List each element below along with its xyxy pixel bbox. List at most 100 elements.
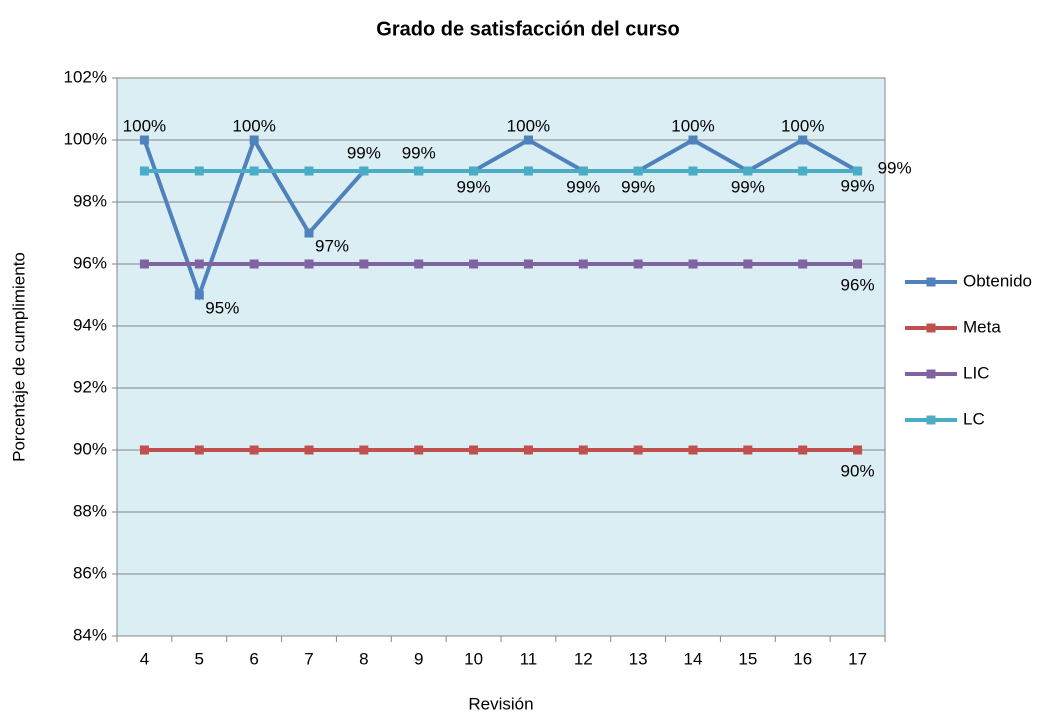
point [139, 166, 149, 176]
data-label: 96% [841, 275, 875, 294]
y-tick-label: 92% [73, 377, 107, 396]
point [194, 166, 204, 176]
chart-title: Grado de satisfacción del curso [376, 18, 679, 40]
x-axis-title: Revisión [468, 694, 533, 713]
y-tick-label: 84% [73, 625, 107, 644]
legend-label: Meta [963, 317, 1001, 336]
x-tick-label: 16 [793, 649, 812, 668]
point [853, 259, 863, 269]
y-tick-label: 94% [73, 315, 107, 334]
x-tick-label: 12 [574, 649, 593, 668]
point [194, 445, 204, 455]
point [853, 445, 863, 455]
point [688, 166, 698, 176]
point [798, 445, 808, 455]
data-label: 99% [457, 177, 491, 196]
point [523, 445, 533, 455]
legend-marker [926, 323, 936, 333]
y-tick-label: 90% [73, 439, 107, 458]
point [523, 135, 533, 145]
point [688, 135, 698, 145]
data-label: 100% [507, 116, 550, 135]
point [304, 228, 314, 238]
point [414, 166, 424, 176]
x-tick-label: 10 [464, 649, 483, 668]
data-label: 100% [232, 116, 275, 135]
data-label: 99% [621, 177, 655, 196]
point [359, 166, 369, 176]
point [743, 445, 753, 455]
point [853, 166, 863, 176]
point [743, 259, 753, 269]
x-tick-label: 11 [520, 649, 538, 668]
data-label: 99% [347, 143, 381, 162]
point [359, 445, 369, 455]
data-label: 99% [841, 176, 875, 195]
legend-marker [926, 277, 936, 287]
point [304, 259, 314, 269]
point [523, 259, 533, 269]
point [249, 135, 259, 145]
data-label: 99% [402, 143, 436, 162]
point [633, 166, 643, 176]
data-label: 100% [781, 116, 824, 135]
y-tick-label: 98% [73, 191, 107, 210]
data-label: 90% [841, 461, 875, 480]
point [688, 445, 698, 455]
point [798, 135, 808, 145]
point [523, 166, 533, 176]
x-tick-label: 4 [140, 649, 149, 668]
point [469, 445, 479, 455]
point [578, 259, 588, 269]
point [359, 259, 369, 269]
legend-label: Obtenido [963, 271, 1032, 290]
point [688, 259, 698, 269]
x-tick-label: 6 [249, 649, 258, 668]
point [139, 445, 149, 455]
x-tick-label: 8 [359, 649, 368, 668]
point [578, 445, 588, 455]
y-tick-label: 86% [73, 563, 107, 582]
point [304, 445, 314, 455]
data-label: 99% [731, 177, 765, 196]
y-axis-title: Porcentaje de cumplimiento [9, 252, 28, 462]
legend-label: LIC [963, 363, 989, 382]
x-tick-label: 13 [629, 649, 648, 668]
x-tick-label: 7 [304, 649, 313, 668]
point [743, 166, 753, 176]
point [633, 445, 643, 455]
point [798, 259, 808, 269]
series-line [142, 135, 859, 301]
point [414, 259, 424, 269]
point [249, 445, 259, 455]
data-label: 99% [566, 177, 600, 196]
x-tick-label: 15 [738, 649, 757, 668]
y-tick-label: 100% [64, 129, 107, 148]
point [798, 166, 808, 176]
y-tick-label: 96% [73, 253, 107, 272]
x-tick-label: 9 [414, 649, 423, 668]
point [249, 166, 259, 176]
point [304, 166, 314, 176]
legend-label: LC [963, 409, 985, 428]
data-label: 97% [315, 236, 349, 255]
y-tick-label: 88% [73, 501, 107, 520]
point [194, 259, 204, 269]
data-label: 100% [671, 116, 714, 135]
data-label: 100% [123, 116, 166, 135]
legend-marker [926, 369, 936, 379]
y-tick-label: 102% [64, 67, 107, 86]
point [469, 259, 479, 269]
point [578, 166, 588, 176]
x-tick-label: 14 [684, 649, 703, 668]
data-label: 99% [878, 158, 912, 177]
point [139, 135, 149, 145]
point [414, 445, 424, 455]
point [139, 259, 149, 269]
plot-area [116, 77, 886, 637]
legend-marker [926, 415, 936, 425]
data-label: 95% [205, 298, 239, 317]
point [633, 259, 643, 269]
point [249, 259, 259, 269]
